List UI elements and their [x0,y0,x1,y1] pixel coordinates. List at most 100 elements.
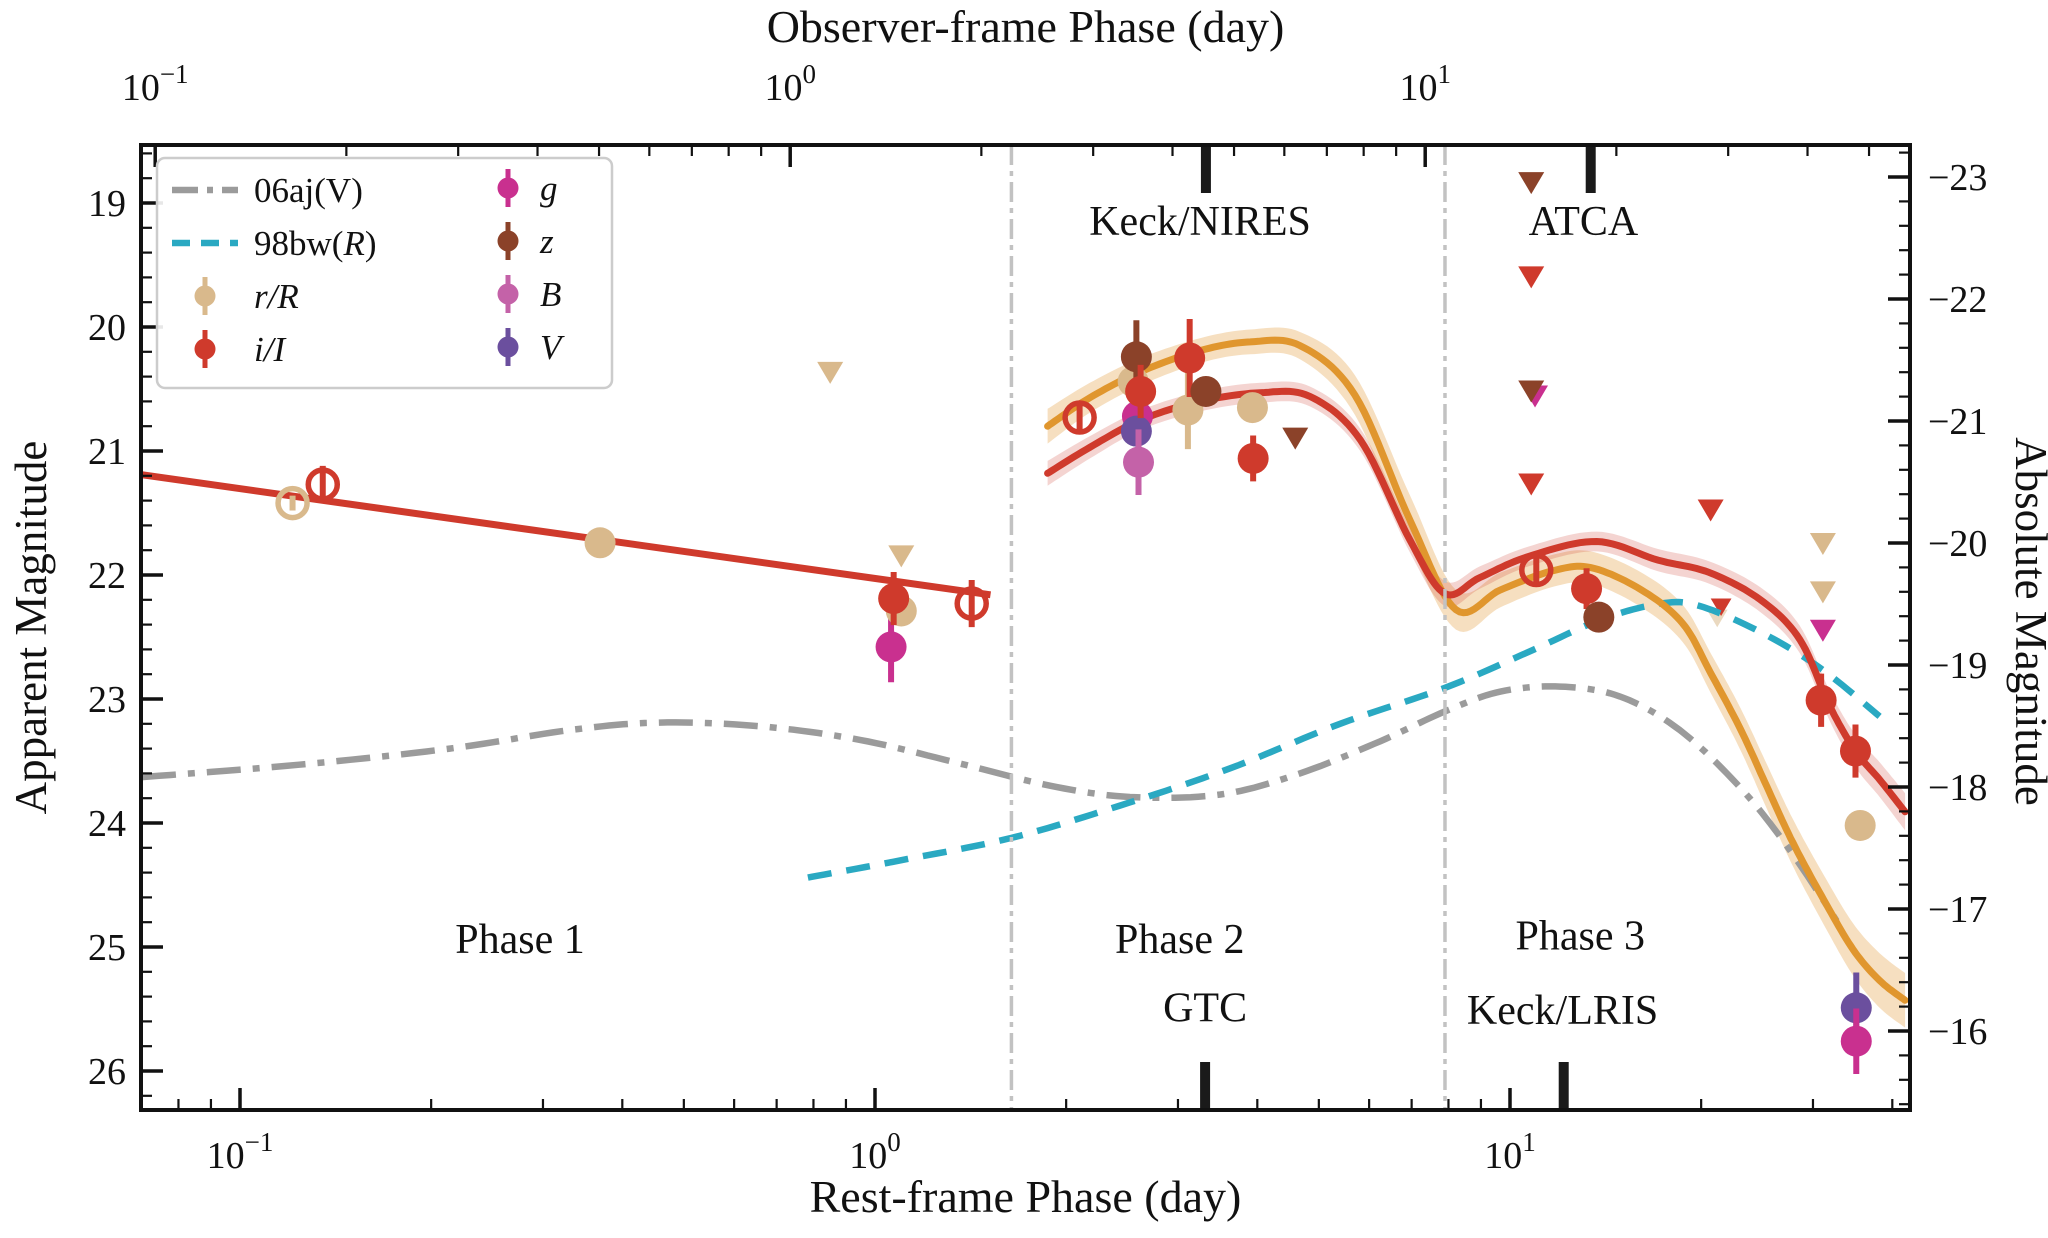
open-marker [1062,400,1097,435]
legend-label: r/R [254,277,299,316]
upper-limit-i [1697,499,1724,522]
legend-item: B [497,275,561,314]
upper-limit-z [1518,380,1545,403]
legend-item: V [497,328,565,367]
filled-marker [1571,573,1603,605]
y-tick-label-left: 24 [88,803,126,845]
phase-label-phase2: Phase 2 [1115,917,1245,963]
upper-limit-r [1809,533,1836,555]
filled-marker [1125,375,1157,407]
y-tick-label-left: 23 [88,679,126,721]
plot-area [141,145,1909,1110]
data-point-i [1174,319,1206,397]
upper-limit-r [888,545,915,568]
legend-label: B [540,275,561,314]
y-tick-label-left: 26 [88,1051,126,1093]
filled-marker [875,631,907,663]
y-tick-label-right: −20 [1928,523,1987,565]
filled-marker [1123,446,1155,478]
filled-marker [1190,375,1222,407]
data-point-i [954,579,989,628]
data-point-i [878,571,910,626]
legend-item: 06aj(V) [172,171,363,210]
filled-marker [1840,1025,1872,1057]
legend-marker [497,177,519,199]
06ajV-curve [141,683,1840,923]
data-point-r [1236,392,1268,424]
98bwR-curve [807,598,1882,881]
legend-marker [194,338,216,360]
legend-item: i/I [194,330,287,369]
y-tick-label-right: −19 [1928,645,1987,687]
annotations: Phase 1 Phase 2 Phase 3 Keck/NIRES ATCA GTC Ke… [455,199,1658,1034]
right-axis-title: Absolute Magnitude [2006,437,2048,806]
top-axis-title: Observer-frame Phase (day) [767,1,1285,52]
filled-marker [1840,992,1872,1024]
legend-label: z [539,222,554,261]
data-point-i [305,465,341,504]
upper-limit-z [1282,427,1309,450]
upper-limit-r [1809,581,1836,604]
filled-marker [584,527,616,559]
upper-limit-i [1518,473,1545,496]
legend-label: 06aj(V) [254,171,363,210]
x-tick-label-bottom: 100 [849,1127,901,1177]
y-tick-label-left: 20 [88,307,126,349]
legend-label: i/I [254,330,287,369]
filled-marker [1839,735,1871,767]
x-tick-label-top: 10−1 [122,59,189,109]
filled-marker [1174,342,1206,374]
y-tick-label-left: 19 [88,183,126,225]
y-tick-label-right: −23 [1928,157,1987,199]
legend-box [155,156,614,390]
legend-label: V [540,328,565,367]
x-tick-label-top: 100 [764,59,816,109]
filled-marker [1805,684,1837,716]
data-point-i [1062,400,1097,435]
x-tick-label-bottom: 10−1 [207,1127,274,1177]
y-axis-right: −23 −22 −21 −20 −19 −18 −17 −16 [1888,151,1987,1106]
filled-marker [1236,392,1268,424]
data-point-r [275,485,310,521]
bottom-axis-title: Rest-frame Phase (day) [810,1171,1242,1222]
y-tick-label-right: −18 [1928,767,1987,809]
y-tick-label-left: 22 [88,555,126,597]
data-point-i [1805,673,1837,727]
data-point-i [1237,435,1269,482]
left-axis-title: Apparent Magnitude [6,441,56,815]
y-tick-label-right: −17 [1928,889,1987,931]
upper-limit-r [817,361,844,384]
upper-limit-g [1809,619,1836,642]
data-point-g [1840,1008,1872,1075]
instrument-label-atca: ATCA [1529,199,1639,245]
y-tick-label-left: 25 [88,927,126,969]
upper-limit-i [1518,266,1545,289]
data-point-r [584,527,616,559]
r-band-model-curve [1044,336,1909,1004]
instrument-label-gtc: GTC [1163,985,1247,1031]
y-tick-label-right: −21 [1928,401,1987,443]
legend-label: 98bw(R) [254,224,376,263]
open-marker [275,485,310,521]
data-point-z [1190,375,1222,407]
filled-marker [878,583,910,615]
open-marker [954,586,989,621]
data-point-i [1839,724,1871,778]
y-tick-label-left: 21 [88,431,126,473]
legend-marker [194,285,216,307]
y-tick-label-right: −22 [1928,279,1987,321]
legend-item: r/R [194,277,299,316]
legend-item: 98bw(R) [172,224,376,263]
upper-limit-z [1518,172,1545,195]
filled-marker [1120,341,1152,373]
instrument-label-keck-lris: Keck/LRIS [1467,988,1658,1034]
legend-marker [497,336,519,358]
phase-label-phase1: Phase 1 [455,917,585,963]
filled-marker [1583,601,1615,633]
x-tick-label-bottom: 101 [1484,1127,1536,1177]
filled-marker [1237,442,1269,474]
